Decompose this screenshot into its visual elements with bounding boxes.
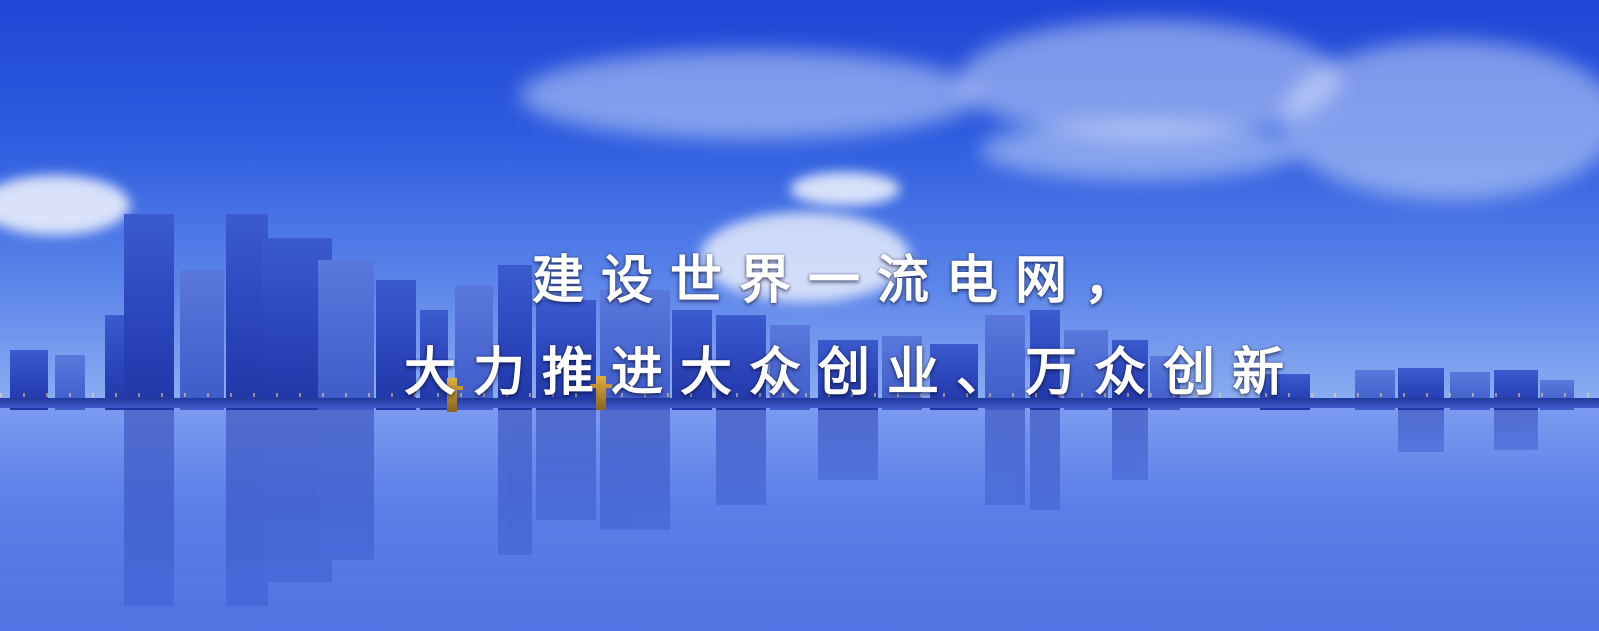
water-surface	[0, 405, 1599, 631]
headline-line-1: 建设世界一流电网，	[532, 251, 1154, 311]
buoy-center	[590, 376, 612, 410]
cloud-wisp-1	[520, 50, 980, 140]
cloud-wisp-4	[980, 120, 1300, 180]
shoreline	[0, 398, 1599, 408]
city-lights	[0, 393, 1599, 397]
skyline-reflection	[0, 410, 1599, 620]
buoy-left	[441, 378, 463, 412]
cloud-wisp-2	[960, 20, 1340, 140]
headline-line-2: 大力推进大众创业、万众创新	[404, 343, 1302, 403]
cloud-left	[0, 175, 130, 235]
cloud-small	[790, 172, 900, 206]
cloud-center	[700, 212, 910, 302]
cloud-wisp-3	[1280, 40, 1599, 200]
